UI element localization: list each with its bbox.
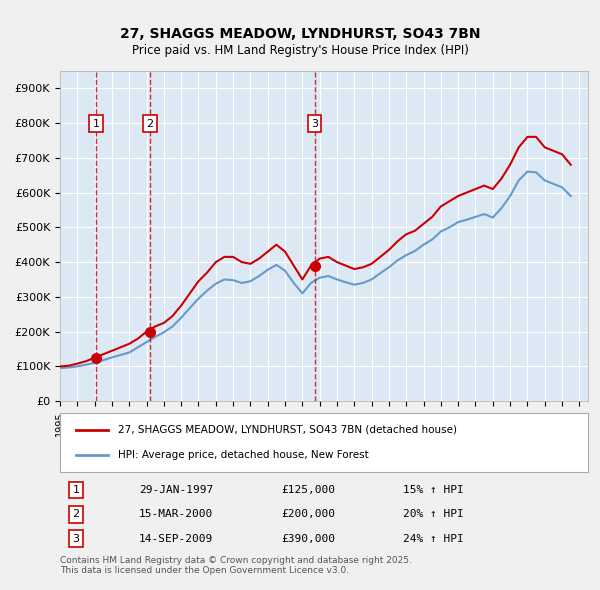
Text: 29-JAN-1997: 29-JAN-1997 xyxy=(139,485,214,495)
Text: 1: 1 xyxy=(92,119,100,129)
Text: 3: 3 xyxy=(311,119,318,129)
Text: 27, SHAGGS MEADOW, LYNDHURST, SO43 7BN: 27, SHAGGS MEADOW, LYNDHURST, SO43 7BN xyxy=(120,27,480,41)
Text: 15-MAR-2000: 15-MAR-2000 xyxy=(139,509,214,519)
Text: 15% ↑ HPI: 15% ↑ HPI xyxy=(403,485,464,495)
Text: 14-SEP-2009: 14-SEP-2009 xyxy=(139,534,214,544)
Text: £125,000: £125,000 xyxy=(282,485,336,495)
Text: £390,000: £390,000 xyxy=(282,534,336,544)
Text: 2: 2 xyxy=(146,119,154,129)
Text: 2: 2 xyxy=(72,509,79,519)
Text: 24% ↑ HPI: 24% ↑ HPI xyxy=(403,534,464,544)
Text: £200,000: £200,000 xyxy=(282,509,336,519)
Text: 3: 3 xyxy=(73,534,79,544)
Text: HPI: Average price, detached house, New Forest: HPI: Average price, detached house, New … xyxy=(118,451,369,460)
Text: 27, SHAGGS MEADOW, LYNDHURST, SO43 7BN (detached house): 27, SHAGGS MEADOW, LYNDHURST, SO43 7BN (… xyxy=(118,425,457,434)
Text: 20% ↑ HPI: 20% ↑ HPI xyxy=(403,509,464,519)
Text: Contains HM Land Registry data © Crown copyright and database right 2025.
This d: Contains HM Land Registry data © Crown c… xyxy=(60,556,412,575)
Text: 1: 1 xyxy=(73,485,79,495)
Text: Price paid vs. HM Land Registry's House Price Index (HPI): Price paid vs. HM Land Registry's House … xyxy=(131,44,469,57)
